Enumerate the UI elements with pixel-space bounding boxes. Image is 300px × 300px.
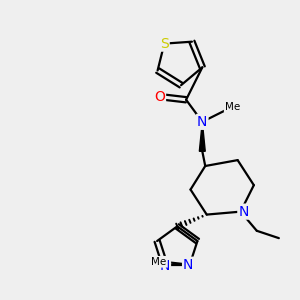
Text: N: N [183, 258, 194, 272]
Text: Me: Me [225, 102, 240, 112]
Polygon shape [200, 122, 205, 151]
Text: N: N [238, 205, 249, 219]
Text: Me: Me [151, 257, 166, 267]
Text: O: O [154, 90, 165, 104]
Text: N: N [160, 259, 170, 273]
Text: S: S [160, 37, 169, 51]
Text: N: N [197, 115, 208, 129]
